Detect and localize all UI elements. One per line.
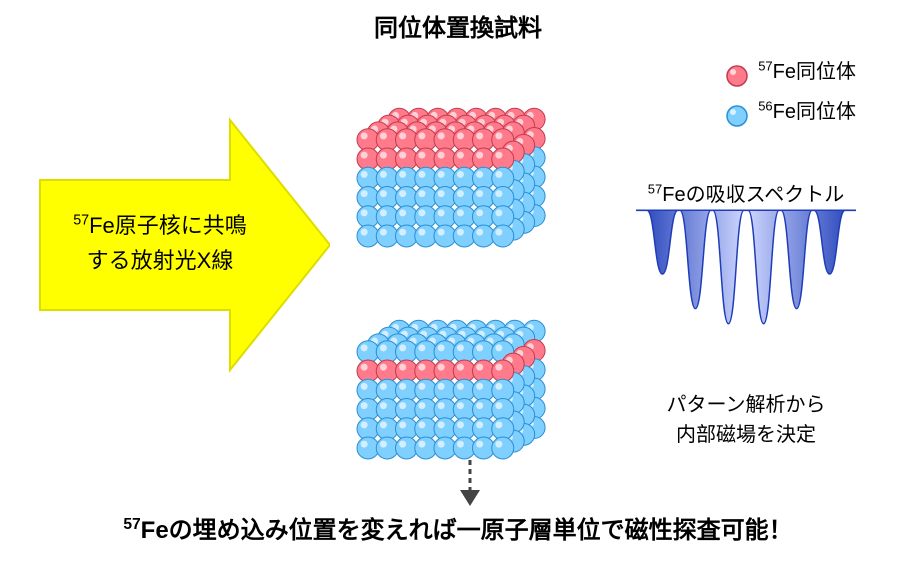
legend-dot-fe56 [726,101,748,123]
sup-57-arrow: 57 [73,213,89,229]
sup-56-legend: 56 [758,98,772,113]
legend-fe56: 56Fe同位体 [726,92,856,132]
title-text: 同位体置換試料 [374,15,542,42]
legend-fe56-text: Fe同位体 [773,101,856,123]
cube-top [348,46,588,256]
sup-57-bottom: 57 [123,516,140,533]
arrow-line1: Fe原子核に共鳴 [89,213,247,238]
legend-dot-fe57 [726,61,748,83]
sup-57-legend: 57 [758,58,772,73]
spectrum-icon [636,200,856,330]
pattern-line1: パターン解析から [616,390,876,420]
spectrum [636,200,856,330]
bottom-conclusion: 57Feの埋め込み位置を変えれば一原子層単位で磁性探査可能！ [0,510,916,545]
down-arrow-icon [450,458,490,508]
cube-bottom [348,258,588,468]
legend-fe57-text: Fe同位体 [773,61,856,83]
pattern-analysis-text: パターン解析から 内部磁場を決定 [616,390,876,450]
xray-arrow: 57Fe原子核に共鳴 する放射光X線 [10,80,330,400]
cube-bottom-svg [348,258,588,468]
legend-fe57: 57Fe同位体 [726,52,856,92]
cube-top-svg [348,46,588,256]
bottom-text-span: Feの埋め込み位置を変えれば一原子層単位で磁性探査可能！ [141,517,793,544]
xray-arrow-label: 57Fe原子核に共鳴 する放射光X線 [50,208,270,278]
down-arrow [450,458,490,508]
legend: 57Fe同位体 56Fe同位体 [726,52,856,132]
pattern-line2: 内部磁場を決定 [616,420,876,450]
sup-57-spectrum: 57 [648,181,662,196]
title-isotope-sample: 同位体置換試料 [0,8,916,43]
arrow-line2: する放射光X線 [50,243,270,278]
